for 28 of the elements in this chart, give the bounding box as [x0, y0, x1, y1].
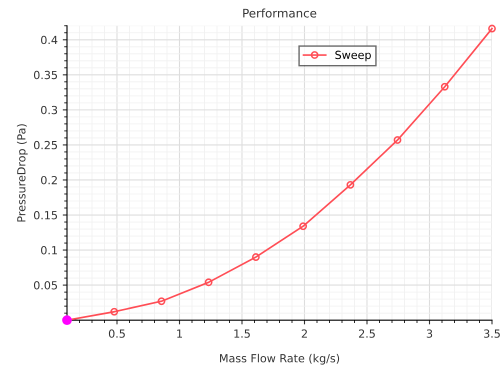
point [110, 308, 118, 316]
x-tick-label: 3.5 [484, 329, 500, 338]
legend-label: Sweep [335, 50, 371, 62]
point [204, 278, 213, 286]
y-tick-label: 0.05 [34, 281, 57, 290]
y-tick-label: 0.25 [34, 140, 57, 150]
point [299, 222, 308, 230]
y-tick-label: 0.3 [41, 106, 58, 114]
point [394, 136, 402, 144]
point [488, 24, 496, 32]
point [252, 253, 260, 261]
point [346, 180, 354, 189]
x-tick-label: 2.5 [358, 329, 375, 338]
x-tick-label: 2 [302, 329, 307, 338]
x-tick-label: 3 [426, 329, 432, 338]
y-tick-label: 0.4 [41, 36, 58, 44]
y-axis-title: PressureDrop (Pa) [16, 124, 28, 222]
chart-title: Performance [243, 8, 316, 18]
point [158, 297, 166, 306]
y-tick-label: 0.2 [41, 176, 57, 184]
x-axis-title: Mass Flow Rate (kg/s) [220, 354, 340, 365]
x-tick-label: 1.5 [234, 330, 250, 338]
y-tick-label: 0.35 [34, 70, 57, 80]
x-tick-label: 1 [177, 330, 182, 338]
x-tick-label: 0.5 [108, 329, 125, 338]
y-tick-label: 0.1 [41, 246, 57, 254]
y-tick-label: 0.15 [34, 210, 57, 220]
point [440, 82, 449, 91]
